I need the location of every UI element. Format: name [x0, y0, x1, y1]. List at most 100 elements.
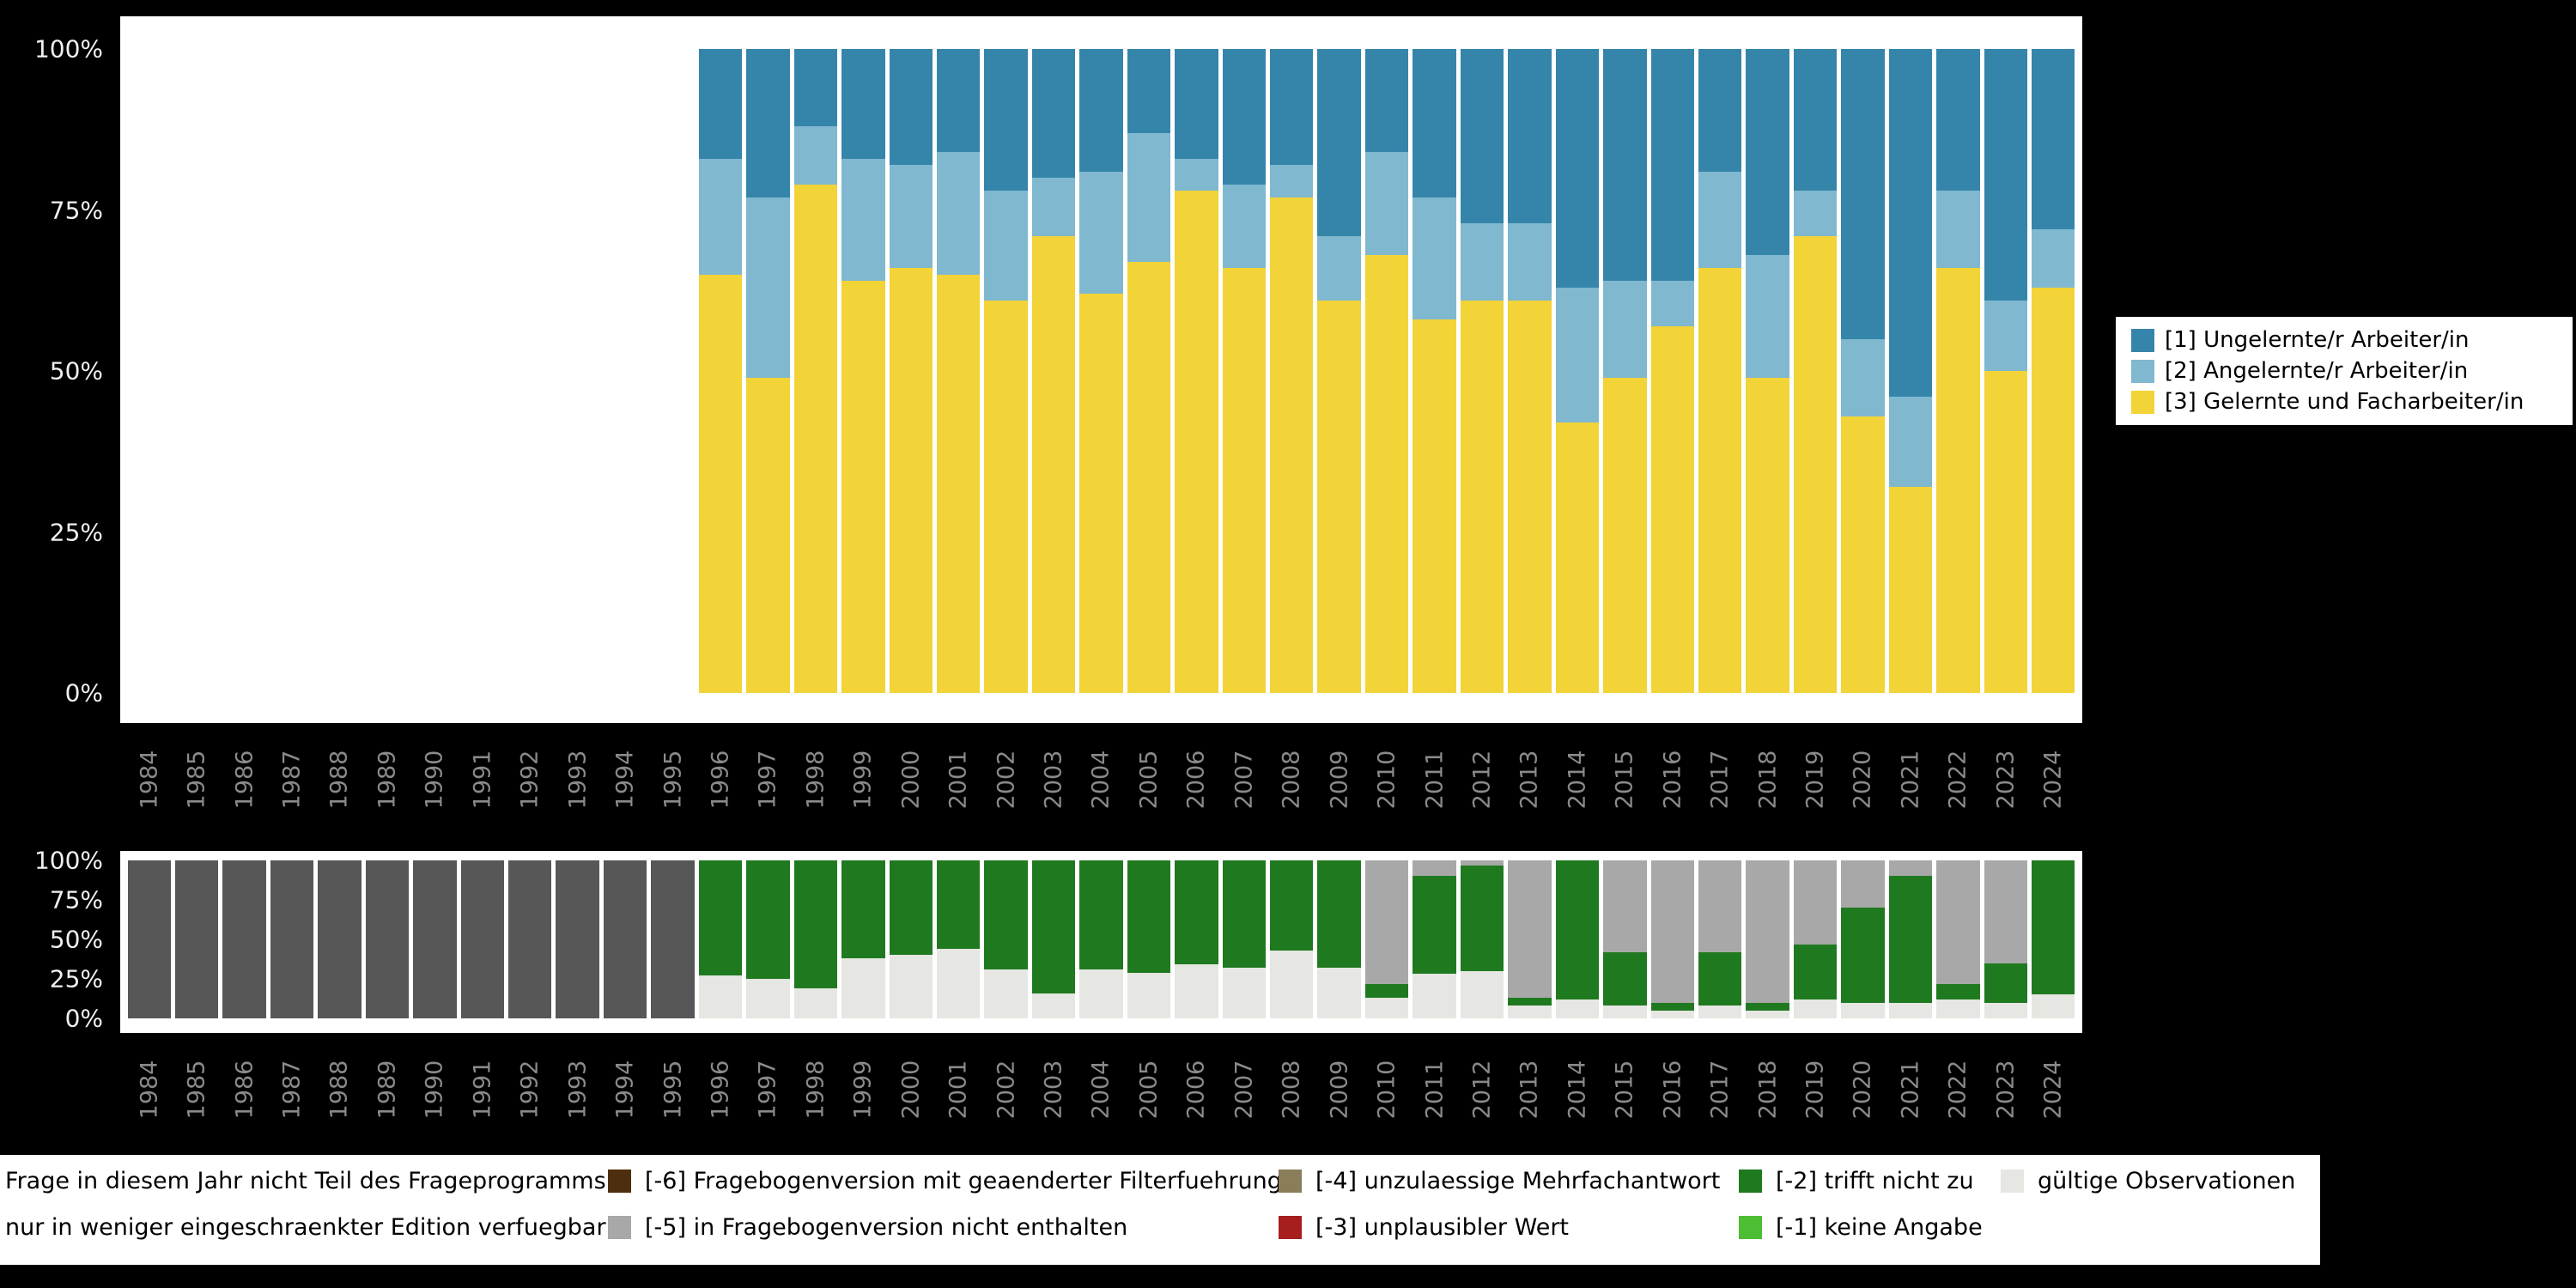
bar-segment-2013 — [1508, 1005, 1552, 1018]
bar-segment-2024 — [2032, 287, 2075, 693]
bar-segment-2003 — [1031, 860, 1076, 993]
bar-segment-2021 — [1888, 397, 1933, 487]
bar-slot-1987 — [268, 49, 315, 693]
stacked-bar-2022 — [1936, 49, 1980, 693]
stacked-bar-2004 — [1079, 49, 1123, 693]
x-axis-slot-1986: 1986 — [221, 1042, 268, 1138]
x-axis-year-label-1997: 1997 — [754, 750, 781, 810]
bar-segment-2023 — [1984, 963, 2027, 1003]
x-axis-slot-2009: 2009 — [1315, 732, 1363, 828]
bar-slot-2024 — [2030, 49, 2077, 693]
x-axis-year-label-2009: 2009 — [1326, 750, 1353, 810]
bar-slot-2021 — [1886, 49, 1934, 693]
legend-label: [-2] trifft nicht zu — [1776, 1167, 1974, 1194]
bar-slot-2004 — [1078, 49, 1125, 693]
y-axis-label-bottom-75: 75% — [49, 885, 103, 914]
x-axis-slot-1995: 1995 — [649, 732, 696, 828]
x-axis-year-label-1988: 1988 — [325, 750, 353, 810]
bar-slot-2009 — [1315, 860, 1363, 1018]
bar-slot-2003 — [1030, 860, 1077, 1018]
x-axis-year-label-2003: 2003 — [1040, 750, 1067, 810]
stacked-bar-2016 — [1650, 860, 1694, 1018]
stacked-bar-2012 — [1460, 860, 1504, 1018]
bar-segment-2019 — [1793, 49, 1838, 191]
bar-segment-2018 — [1746, 1010, 1789, 1018]
x-axis-year-label-2023: 2023 — [1992, 1060, 2020, 1120]
bar-segment-2000 — [889, 49, 933, 165]
x-axis-year-label-2013: 2013 — [1516, 1060, 1543, 1120]
bar-segment-2023 — [1984, 300, 2027, 371]
x-axis-year-label-2022: 2022 — [1944, 750, 1971, 810]
bar-segment-2021 — [1888, 487, 1933, 693]
bottom-chart-x-axis: 1984 1985 1986 1987 1988 1989 1990 1991 1992 1993… — [125, 1042, 2077, 1138]
x-axis-year-label-1991: 1991 — [469, 750, 496, 810]
legend-item-missing: nur in weniger eingeschraenkter Edition … — [5, 1210, 606, 1244]
bar-segment-2002 — [984, 191, 1028, 301]
bar-segment-2009 — [1317, 860, 1361, 969]
bar-segment-2011 — [1413, 319, 1456, 693]
bar-slot-2023 — [1982, 49, 2029, 693]
stacked-bar-2003 — [1031, 860, 1076, 1018]
x-axis-slot-1987: 1987 — [268, 1042, 315, 1138]
bar-segment-2014 — [1555, 422, 1600, 693]
bar-segment-2016 — [1650, 49, 1694, 281]
x-axis-year-label-1985: 1985 — [183, 1060, 210, 1120]
x-axis-year-label-2008: 2008 — [1278, 750, 1305, 810]
bar-segment-2020 — [1841, 860, 1885, 908]
bar-slot-1991 — [459, 860, 506, 1018]
legend-label: [-5] in Fragebogenversion nicht enthalte… — [645, 1213, 1128, 1241]
bar-segment-2003 — [1031, 993, 1076, 1018]
bar-segment-2010 — [1364, 255, 1409, 693]
stacked-bar-2003 — [1031, 49, 1076, 693]
legend-label: gültige Observationen — [2038, 1167, 2296, 1194]
x-axis-slot-1999: 1999 — [840, 732, 887, 828]
bar-segment-1990 — [413, 860, 457, 1018]
bar-segment-2023 — [1984, 860, 2027, 963]
x-axis-year-label-2011: 2011 — [1421, 750, 1449, 810]
x-axis-year-label-2022: 2022 — [1944, 1060, 1971, 1120]
legend-swatch — [608, 1215, 631, 1239]
x-axis-year-label-1990: 1990 — [421, 1060, 448, 1120]
bar-slot-2012 — [1458, 49, 1505, 693]
bar-segment-2018 — [1746, 860, 1789, 1003]
legend-label: [1] Ungelernte/r Arbeiter/in — [2165, 327, 2470, 353]
y-axis-label-bottom-0: 0% — [64, 1004, 103, 1033]
bar-segment-1984 — [127, 860, 171, 1018]
legend-item-category-1: [1] Ungelernte/r Arbeiter/in — [2131, 325, 2557, 355]
bar-segment-2021 — [1888, 860, 1933, 877]
bar-segment-2005 — [1127, 860, 1171, 973]
legend-label: [2] Angelernte/r Arbeiter/in — [2165, 358, 2469, 384]
bar-segment-2007 — [1222, 184, 1266, 268]
x-axis-year-label-2001: 2001 — [945, 1060, 972, 1120]
stacked-bar-1996 — [698, 860, 743, 1018]
x-axis-slot-1997: 1997 — [744, 732, 792, 828]
x-axis-year-label-1986: 1986 — [231, 1060, 258, 1120]
bar-segment-2003 — [1031, 178, 1076, 236]
bottom-chart-y-axis: 0% 25% 50% 75% 100% — [0, 847, 113, 1033]
legend-item-missing: [-3] unplausibler Wert — [1279, 1210, 1569, 1244]
bar-segment-1985 — [174, 860, 219, 1018]
x-axis-year-label-1996: 1996 — [707, 1060, 734, 1120]
stacked-bar-2024 — [2032, 49, 2075, 693]
stacked-bar-2010 — [1364, 49, 1409, 693]
bar-segment-2000 — [889, 268, 933, 693]
x-axis-year-label-2017: 2017 — [1706, 750, 1734, 810]
x-axis-year-label-2017: 2017 — [1706, 1060, 1734, 1120]
bar-segment-2017 — [1698, 951, 1742, 1006]
x-axis-slot-1988: 1988 — [316, 732, 363, 828]
x-axis-slot-2003: 2003 — [1030, 1042, 1077, 1138]
bar-segment-2019 — [1793, 944, 1838, 999]
bar-slot-1996 — [696, 49, 744, 693]
bar-segment-2015 — [1603, 1005, 1647, 1018]
bar-segment-2018 — [1746, 377, 1789, 693]
x-axis-slot-2012: 2012 — [1458, 1042, 1505, 1138]
x-axis-slot-2019: 2019 — [1791, 1042, 1838, 1138]
category-legend: [1] Ungelernte/r Arbeiter/in [2] Angelern… — [2116, 317, 2573, 425]
x-axis-slot-2011: 2011 — [1411, 732, 1458, 828]
legend-item-category-2: [2] Angelernte/r Arbeiter/in — [2131, 355, 2557, 386]
stacked-bar-1995 — [651, 860, 695, 1018]
bar-segment-2022 — [1936, 268, 1980, 693]
bar-segment-2023 — [1984, 1002, 2027, 1018]
x-axis-slot-1998: 1998 — [792, 1042, 839, 1138]
stacked-bar-1997 — [746, 860, 790, 1018]
